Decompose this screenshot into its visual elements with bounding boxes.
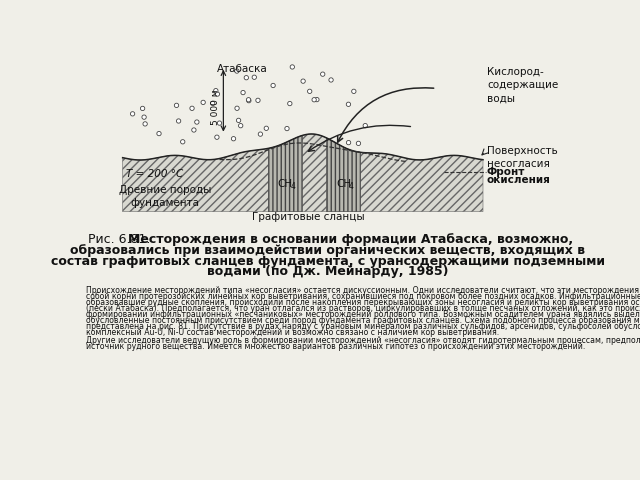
Text: Происхождение месторождений типа «несогласия» остается дискуссионным. Одни иссле: Происхождение месторождений типа «несогл… (86, 286, 640, 295)
Circle shape (244, 75, 248, 80)
Circle shape (301, 79, 305, 84)
Circle shape (174, 103, 179, 108)
Circle shape (236, 118, 241, 122)
Circle shape (231, 137, 236, 141)
Text: 5 000 м: 5 000 м (211, 90, 220, 125)
Circle shape (321, 72, 325, 76)
Text: Фронт: Фронт (487, 167, 525, 177)
Text: Рис. 6.81.: Рис. 6.81. (88, 233, 154, 246)
Text: водами (по Дж. Мейнарду, 1985): водами (по Дж. Мейнарду, 1985) (207, 265, 449, 278)
Polygon shape (123, 134, 483, 212)
Text: образовались при взаимодействии органических веществ, входящих в: образовались при взаимодействии органиче… (70, 244, 586, 257)
Text: Месторождения в основании формации Атабаска, возможно,: Месторождения в основании формации Атаба… (128, 233, 573, 246)
Circle shape (143, 122, 147, 126)
Circle shape (215, 92, 220, 96)
Circle shape (190, 106, 194, 110)
Text: комплексный Au-U, Ni-U состав месторождений и возможно связано с наличием кор вы: комплексный Au-U, Ni-U состав месторожде… (86, 327, 499, 336)
Text: 4: 4 (291, 182, 296, 192)
Circle shape (157, 132, 161, 136)
Circle shape (308, 89, 312, 94)
Text: Атабаска: Атабаска (218, 64, 268, 74)
Text: формировании инфильтрационных «песчаниковых» месторождений роллового типа. Возмо: формировании инфильтрационных «песчанико… (86, 310, 640, 319)
Text: Поверхность
несогласия: Поверхность несогласия (487, 146, 557, 169)
Circle shape (246, 97, 251, 102)
Circle shape (214, 88, 218, 93)
Circle shape (241, 90, 245, 95)
Text: 4: 4 (349, 182, 354, 192)
Circle shape (235, 106, 239, 110)
Polygon shape (326, 138, 360, 212)
Circle shape (329, 78, 333, 82)
Circle shape (258, 132, 262, 136)
Text: образовавшие рудные скопления, происходили после накопления перекрывающих зоны н: образовавшие рудные скопления, происходи… (86, 298, 640, 307)
Text: Другие исследователи ведущую роль в формировании месторождений «несогласия» отво: Другие исследователи ведущую роль в форм… (86, 336, 640, 345)
Text: Древние породы
фундамента: Древние породы фундамента (119, 185, 211, 208)
Circle shape (211, 101, 215, 106)
Text: CH: CH (336, 179, 351, 189)
Circle shape (256, 98, 260, 103)
Polygon shape (268, 135, 303, 212)
Circle shape (252, 75, 257, 79)
Circle shape (218, 121, 221, 125)
Circle shape (235, 69, 239, 73)
Circle shape (285, 126, 289, 131)
Circle shape (290, 65, 294, 69)
Circle shape (264, 126, 268, 131)
Circle shape (315, 97, 319, 102)
Text: собой корни протерозойских линейных кор выветривания, сохранившиеся под покровом: собой корни протерозойских линейных кор … (86, 291, 640, 300)
Text: T = 200 °C: T = 200 °C (127, 169, 184, 179)
Circle shape (246, 98, 251, 103)
Circle shape (351, 89, 356, 94)
Circle shape (195, 120, 199, 124)
Circle shape (346, 141, 351, 145)
Circle shape (287, 101, 292, 106)
Circle shape (346, 102, 351, 107)
Text: CH: CH (278, 179, 293, 189)
Text: Кислород-
содержащие
воды: Кислород- содержащие воды (487, 67, 558, 103)
Circle shape (239, 123, 243, 128)
Text: источник рудного вещества. Имеется множество вариантов различных гипотез о проис: источник рудного вещества. Имеется множе… (86, 342, 586, 351)
Circle shape (140, 106, 145, 110)
Text: Графитовые сланцы: Графитовые сланцы (252, 212, 365, 222)
Circle shape (356, 141, 360, 145)
Circle shape (180, 140, 185, 144)
Text: представлена на рис. 81. Присутствие в рудах наряду с урановым минералом различн: представлена на рис. 81. Присутствие в р… (86, 322, 640, 331)
Text: окисления: окисления (487, 175, 551, 185)
Circle shape (142, 115, 147, 120)
Text: (пески Атабаска). Предполагается, что уран отлагался из растворов, циркулировавш: (пески Атабаска). Предполагается, что ур… (86, 303, 640, 312)
Circle shape (363, 123, 367, 128)
Circle shape (131, 112, 135, 116)
Text: обусловленные постоянным присутствием среди пород фундамента графитовых сланцев.: обусловленные постоянным присутствием ср… (86, 315, 640, 324)
Circle shape (192, 128, 196, 132)
Circle shape (201, 100, 205, 105)
Text: состав графитовых сланцев фундамента, с урансодержащими подземными: состав графитовых сланцев фундамента, с … (51, 255, 605, 268)
Circle shape (271, 84, 275, 88)
Circle shape (312, 97, 316, 102)
Circle shape (215, 135, 219, 139)
Circle shape (177, 119, 180, 123)
